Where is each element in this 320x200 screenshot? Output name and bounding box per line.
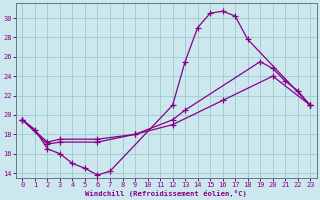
X-axis label: Windchill (Refroidissement éolien,°C): Windchill (Refroidissement éolien,°C) [85, 190, 247, 197]
